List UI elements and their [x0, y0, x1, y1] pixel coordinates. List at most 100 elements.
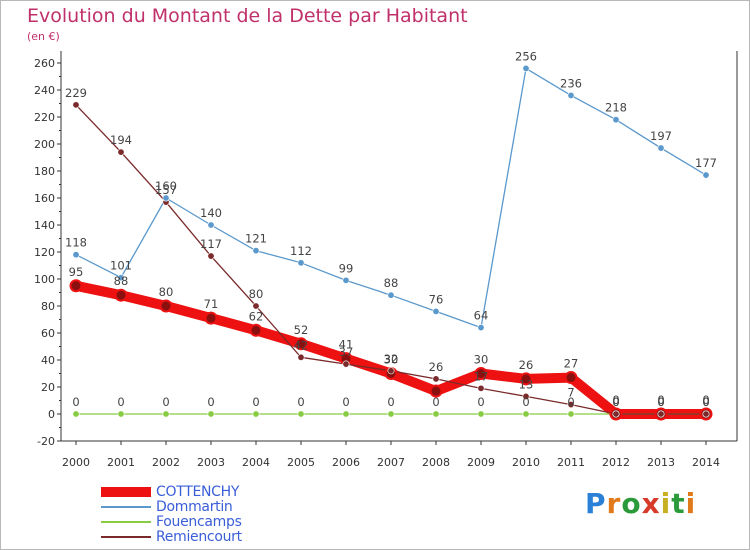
- data-point: [477, 410, 485, 418]
- data-point: [207, 221, 215, 229]
- chart-unit: (en €): [27, 30, 60, 43]
- data-point: [117, 274, 125, 282]
- legend-swatch: [101, 487, 151, 497]
- data-label: 0: [522, 395, 529, 409]
- data-point: [252, 247, 260, 255]
- legend-swatch: [101, 521, 151, 523]
- data-point: [294, 337, 308, 351]
- legend-swatch: [101, 506, 151, 508]
- y-tick-label: 40: [41, 354, 55, 367]
- x-tick-label: 2000: [62, 456, 90, 469]
- data-label: 117: [200, 237, 222, 251]
- data-point: [72, 101, 80, 109]
- data-label: 88: [384, 276, 399, 290]
- data-label: 0: [657, 393, 664, 407]
- data-label: 0: [117, 395, 124, 409]
- data-point: [522, 64, 530, 72]
- data-label: 42: [294, 338, 309, 352]
- data-point: [477, 384, 485, 392]
- data-point: [114, 288, 128, 302]
- data-point: [117, 410, 125, 418]
- data-label: 118: [65, 236, 87, 250]
- data-point: [249, 323, 263, 337]
- data-label: 112: [290, 244, 312, 258]
- data-label: 41: [339, 338, 354, 352]
- data-point: [564, 371, 578, 385]
- legend-item-remiencourt: Remiencourt: [101, 529, 321, 545]
- data-point: [204, 311, 218, 325]
- x-tick-label: 2012: [602, 456, 630, 469]
- data-label: 140: [200, 206, 222, 220]
- data-point: [702, 171, 710, 179]
- data-label: 62: [249, 309, 264, 323]
- data-label: 0: [162, 395, 169, 409]
- x-tick-label: 2013: [647, 456, 675, 469]
- y-tick-label: 20: [41, 381, 55, 394]
- data-point: [117, 148, 125, 156]
- data-point: [207, 252, 215, 260]
- x-tick-label: 2003: [197, 456, 225, 469]
- data-label: 64: [474, 309, 489, 323]
- x-tick-label: 2006: [332, 456, 360, 469]
- data-point: [432, 375, 440, 383]
- data-label: 157: [155, 183, 177, 197]
- legend-item-fouencamps: Fouencamps: [101, 514, 321, 530]
- data-label: 37: [339, 345, 354, 359]
- data-label: 80: [249, 287, 264, 301]
- data-point: [657, 144, 665, 152]
- data-point: [567, 91, 575, 99]
- data-label: 194: [110, 133, 132, 147]
- y-tick-label: 240: [34, 84, 55, 97]
- data-point: [387, 367, 395, 375]
- data-point: [612, 116, 620, 124]
- data-label: 76: [429, 292, 444, 306]
- legend-label: Dommartin: [156, 499, 233, 515]
- data-label: 71: [204, 297, 219, 311]
- chart-title: Evolution du Montant de la Dette par Hab…: [27, 5, 468, 27]
- x-tick-label: 2007: [377, 456, 405, 469]
- x-tick-label: 2001: [107, 456, 135, 469]
- data-point: [72, 410, 80, 418]
- y-tick-label: 180: [34, 165, 55, 178]
- logo-letter: r: [606, 487, 622, 520]
- data-point: [342, 360, 350, 368]
- y-tick-label: 80: [41, 300, 55, 313]
- data-label: 0: [387, 395, 394, 409]
- data-label: 101: [110, 259, 132, 273]
- data-label: 0: [297, 395, 304, 409]
- data-point: [702, 410, 710, 418]
- y-tick-label: 0: [48, 408, 55, 421]
- data-label: 0: [342, 395, 349, 409]
- data-label: 177: [695, 156, 717, 170]
- x-tick-label: 2011: [557, 456, 585, 469]
- data-point: [522, 410, 530, 418]
- data-point: [297, 410, 305, 418]
- data-label: 0: [477, 395, 484, 409]
- x-tick-label: 2004: [242, 456, 270, 469]
- data-label: 0: [612, 395, 619, 409]
- logo-letter: x: [641, 487, 661, 520]
- data-point: [162, 194, 170, 202]
- y-tick-label: 140: [34, 219, 55, 232]
- data-label: 0: [612, 393, 619, 407]
- data-point: [252, 302, 260, 310]
- legend-item-cottenchy: COTTENCHY: [101, 484, 321, 500]
- data-point: [519, 372, 533, 386]
- data-point: [657, 410, 665, 418]
- data-point: [297, 259, 305, 267]
- x-tick-label: 2005: [287, 456, 315, 469]
- logo-letter: P: [585, 487, 607, 520]
- data-label: 13: [519, 377, 534, 391]
- data-label: 197: [650, 129, 672, 143]
- data-point: [387, 291, 395, 299]
- data-label: 0: [72, 395, 79, 409]
- series-points: [69, 64, 713, 421]
- y-tick-label: 100: [34, 273, 55, 286]
- data-label: 121: [245, 232, 267, 246]
- logo-letter: i: [660, 487, 672, 520]
- y-tick-label: -20: [37, 435, 55, 448]
- y-tick-label: 220: [34, 111, 55, 124]
- y-tick-label: 200: [34, 138, 55, 151]
